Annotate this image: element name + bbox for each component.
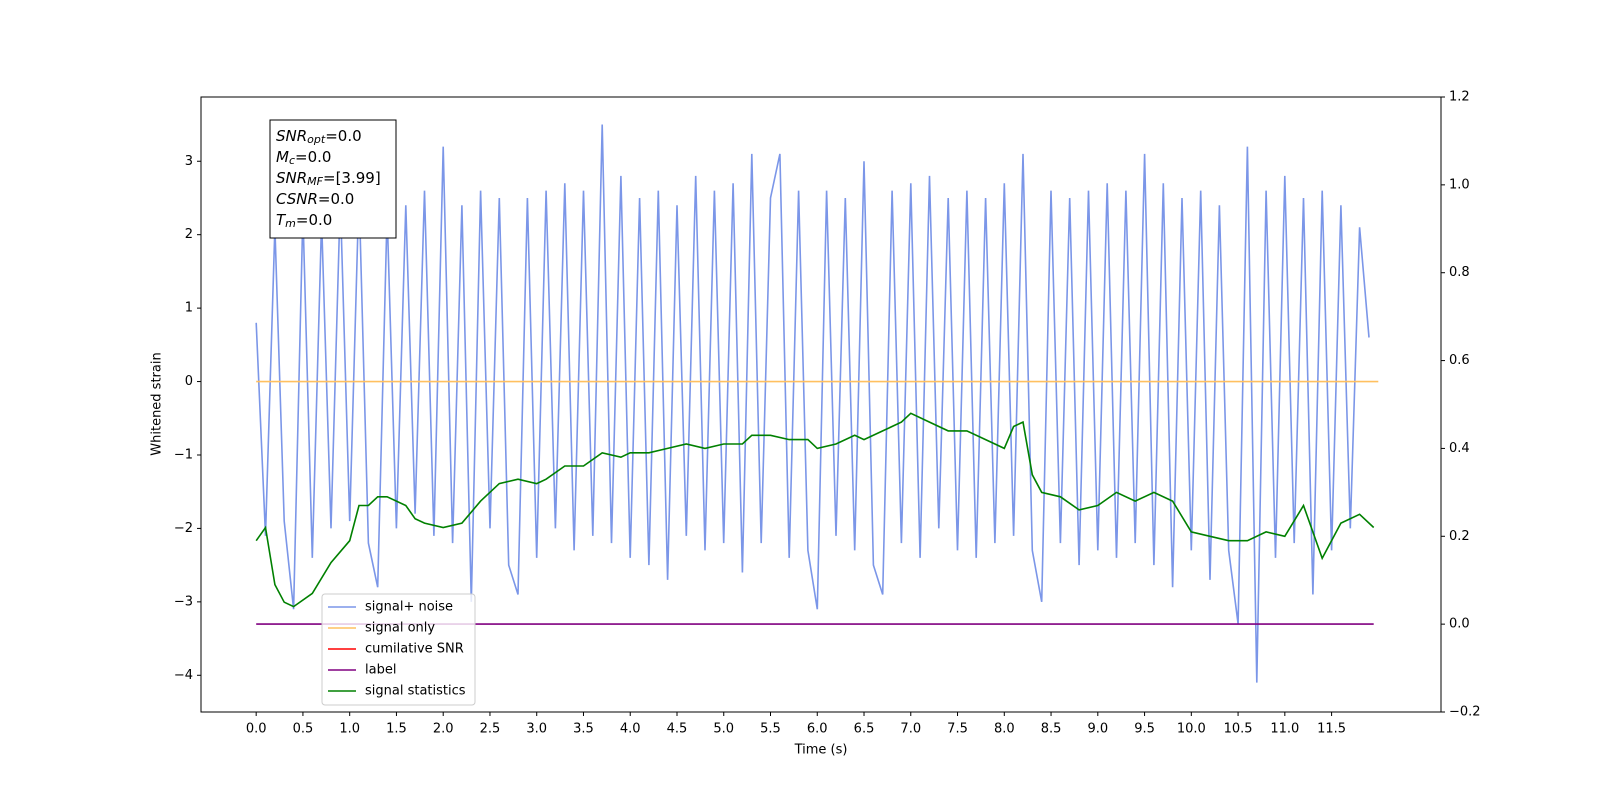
annotation-box: SNRopt=0.0Mc=0.0SNRMF=[3.99]CSNR=0.0Tm=0… <box>269 119 397 239</box>
annotation-symbol: T <box>276 211 287 229</box>
annotation-value: =0.0 <box>295 148 331 166</box>
x-tick-label: 8.5 <box>1041 722 1062 737</box>
x-tick-label: 2.5 <box>480 722 501 737</box>
legend-label: signal statistics <box>365 684 466 699</box>
x-tick-label: 3.0 <box>526 722 547 737</box>
x-tick-label: 9.0 <box>1087 722 1108 737</box>
legend-frame <box>321 593 476 706</box>
legend-label: cumilative SNR <box>365 642 464 657</box>
x-tick-label: 9.5 <box>1134 722 1155 737</box>
y2-tick-label: 0.2 <box>1449 529 1470 544</box>
y-axis-label: Whitened strain <box>150 352 165 455</box>
annotation-symbol: M <box>276 148 289 166</box>
x-tick-label: 5.5 <box>760 722 781 737</box>
y2-tick-label: 0.4 <box>1449 441 1470 456</box>
annotation-line: SNRopt=0.0 <box>276 127 362 147</box>
x-axis-label: Time (s) <box>794 743 848 758</box>
series-line <box>255 412 1375 608</box>
x-tick-label: 8.0 <box>994 722 1015 737</box>
annotation-line: Tm=0.0 <box>276 211 332 231</box>
annotation-subscript: opt <box>307 133 326 146</box>
x-tick-label: 4.5 <box>667 722 688 737</box>
annotation-value: =[3.99] <box>323 169 381 187</box>
y2-tick-label: −0.2 <box>1449 705 1481 720</box>
annotation-subscript: c <box>289 154 295 167</box>
x-tick-label: 6.0 <box>807 722 828 737</box>
y2-tick-label: 0.6 <box>1449 353 1470 368</box>
x-tick-label: 1.0 <box>339 722 360 737</box>
legend-label: signal+ noise <box>365 600 453 615</box>
annotation-symbol: CSNR <box>276 190 318 208</box>
x-tick-label: 7.0 <box>900 722 921 737</box>
y-tick-label: 2 <box>185 227 193 242</box>
x-tick-label: 10.5 <box>1224 722 1253 737</box>
legend-label: signal only <box>365 621 435 636</box>
x-tick-label: 3.5 <box>573 722 594 737</box>
y-tick-label: 3 <box>185 154 193 169</box>
y-tick-label: −2 <box>174 521 193 536</box>
x-tick-label: 5.0 <box>713 722 734 737</box>
y-tick-label: 0 <box>185 374 193 389</box>
annotation-subscript: MF <box>307 175 323 188</box>
annotation-value: =0.0 <box>296 211 332 229</box>
x-tick-label: 11.0 <box>1270 722 1299 737</box>
x-tick-label: 1.5 <box>386 722 407 737</box>
y-tick-label: 1 <box>185 301 193 316</box>
annotation-value: =0.0 <box>325 127 361 145</box>
annotation-line: CSNR=0.0 <box>276 190 354 208</box>
x-tick-label: 11.5 <box>1317 722 1346 737</box>
series-line <box>255 124 1370 683</box>
y2-tick-label: 0.0 <box>1449 617 1470 632</box>
legend: signal+ noise signal only cumilative SNR la… <box>321 593 476 706</box>
x-tick-label: 4.0 <box>620 722 641 737</box>
legend-label: label <box>365 663 396 678</box>
annotation-value: =0.0 <box>318 190 354 208</box>
x-tick-label: 0.5 <box>293 722 314 737</box>
x-tick-label: 0.0 <box>246 722 267 737</box>
y-tick-label: −3 <box>174 594 193 609</box>
x-tick-label: 10.0 <box>1177 722 1206 737</box>
x-tick-label: 2.0 <box>433 722 454 737</box>
y2-tick-label: 0.8 <box>1449 265 1470 280</box>
annotation-line: SNRMF=[3.99] <box>276 169 381 189</box>
annotation-subscript: m <box>285 217 296 230</box>
annotation-symbol: SNR <box>276 169 307 187</box>
y-tick-label: −1 <box>174 447 193 462</box>
annotation-symbol: SNR <box>276 127 307 145</box>
axes-frame <box>200 96 1442 713</box>
y2-tick-label: 1.0 <box>1449 177 1470 192</box>
annotation-line: Mc=0.0 <box>276 148 331 168</box>
y2-tick-label: 1.2 <box>1449 90 1470 105</box>
x-tick-label: 6.5 <box>854 722 875 737</box>
y-tick-label: −4 <box>174 668 193 683</box>
annotation-frame <box>269 119 397 239</box>
x-tick-label: 7.5 <box>947 722 968 737</box>
